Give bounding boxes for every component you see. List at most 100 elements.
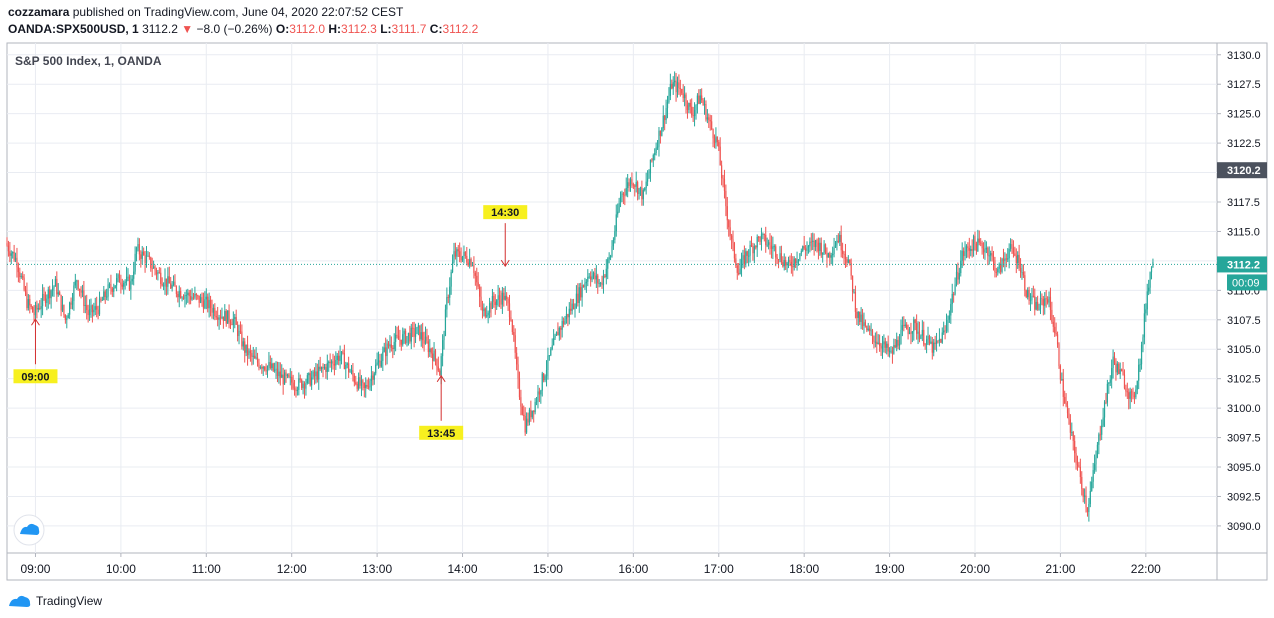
chart-title: S&P 500 Index, 1, OANDA (15, 54, 162, 68)
candle-body (575, 293, 578, 308)
time-tick-label: 19:00 (875, 562, 905, 576)
candle-body (285, 372, 287, 376)
candle-body (900, 329, 902, 345)
candle-body (1000, 263, 1002, 272)
candle-body (871, 330, 874, 337)
candle-body (521, 406, 523, 415)
candle-body (470, 259, 472, 266)
candle-body (560, 327, 562, 330)
candle-body (184, 295, 186, 299)
candle-body (1042, 298, 1044, 306)
candle-body (715, 136, 717, 143)
candle-body (799, 253, 801, 260)
candle-body (1009, 244, 1012, 249)
candle-body (847, 259, 849, 263)
candle-body (851, 275, 854, 293)
candle-body (29, 299, 31, 306)
candle-body (597, 275, 599, 284)
candle-body (298, 378, 300, 390)
candle-body (90, 305, 92, 309)
candle-body (894, 345, 896, 348)
candle-body (760, 234, 763, 242)
candle-body (782, 262, 784, 267)
candle-body (305, 383, 307, 389)
candle-body (1106, 383, 1108, 403)
candle-body (844, 254, 847, 260)
candle-body (675, 80, 677, 93)
candle-body (185, 295, 187, 296)
candle-body (1123, 374, 1126, 389)
candle-body (73, 285, 75, 301)
candle-body (50, 290, 52, 299)
high-label: H: (328, 22, 342, 36)
candle-body (274, 369, 276, 371)
candle-body (271, 363, 273, 369)
candle-body (920, 335, 922, 339)
candle-body (390, 344, 392, 348)
candle-body (725, 190, 727, 207)
candle-body (143, 251, 145, 255)
candle-body (955, 271, 958, 285)
candle-body (393, 341, 395, 349)
candle-body (1142, 337, 1144, 345)
candle-body (1015, 255, 1017, 263)
candle-body (740, 259, 743, 269)
candle-body (1076, 463, 1079, 466)
candle-body (133, 271, 135, 279)
author-name[interactable]: cozzamara (8, 5, 70, 19)
candle-body (1029, 300, 1032, 301)
candle-body (756, 236, 758, 248)
symbol-label[interactable]: OANDA:SPX500USD, 1 (8, 22, 139, 36)
candle-body (992, 256, 995, 261)
candle-body (588, 276, 590, 278)
candle-body (669, 83, 671, 96)
candle-body (712, 129, 714, 139)
candle-body (591, 275, 593, 280)
candle-body (686, 105, 689, 110)
candle-body (373, 373, 375, 380)
candle-body (399, 339, 401, 341)
candle-body (496, 300, 498, 306)
tradingview-badge[interactable] (13, 514, 45, 546)
tradingview-logo-icon[interactable] (8, 593, 32, 609)
candle-body (564, 319, 566, 325)
price-tick-label: 3100.0 (1227, 403, 1261, 415)
candle-body (972, 236, 975, 251)
candle-body (910, 332, 912, 334)
candle-body (1037, 301, 1039, 310)
candle-body (211, 308, 213, 313)
candle-body (594, 272, 596, 280)
candle-body (1032, 295, 1034, 297)
candle-body (891, 350, 894, 354)
candle-body (96, 306, 98, 310)
candle-body (611, 246, 613, 257)
candle-body (813, 240, 815, 247)
candle-body (718, 142, 720, 147)
candle-body (723, 179, 726, 191)
candle-body (934, 342, 936, 344)
footer-brand[interactable]: TradingView (36, 594, 103, 608)
candle-body (938, 338, 941, 341)
candle-body (370, 375, 373, 381)
candle-body (34, 305, 37, 316)
candle-body (563, 321, 565, 325)
candle-body (1084, 495, 1086, 497)
candle-body (1140, 344, 1143, 365)
candle-body (642, 190, 644, 200)
open-label: O: (275, 22, 290, 36)
candle-body (84, 305, 86, 307)
price-chart[interactable]: 09:00 13:45 14:30 09:00 10:00 11:00 12:00 13:0… (0, 0, 1274, 590)
candle-body (537, 391, 539, 402)
candle-body (550, 349, 552, 356)
candle-body (987, 247, 989, 256)
publish-date: published on TradingView.com, June 04, 2… (72, 5, 404, 19)
candle-body (145, 255, 148, 264)
candle-body (665, 108, 667, 121)
candle-body (534, 401, 536, 413)
candle-body (997, 268, 999, 273)
candle-body (227, 310, 229, 324)
candle-body (850, 262, 852, 276)
candle-body (77, 280, 79, 289)
candle-body (241, 331, 243, 347)
candle-body (531, 410, 533, 418)
